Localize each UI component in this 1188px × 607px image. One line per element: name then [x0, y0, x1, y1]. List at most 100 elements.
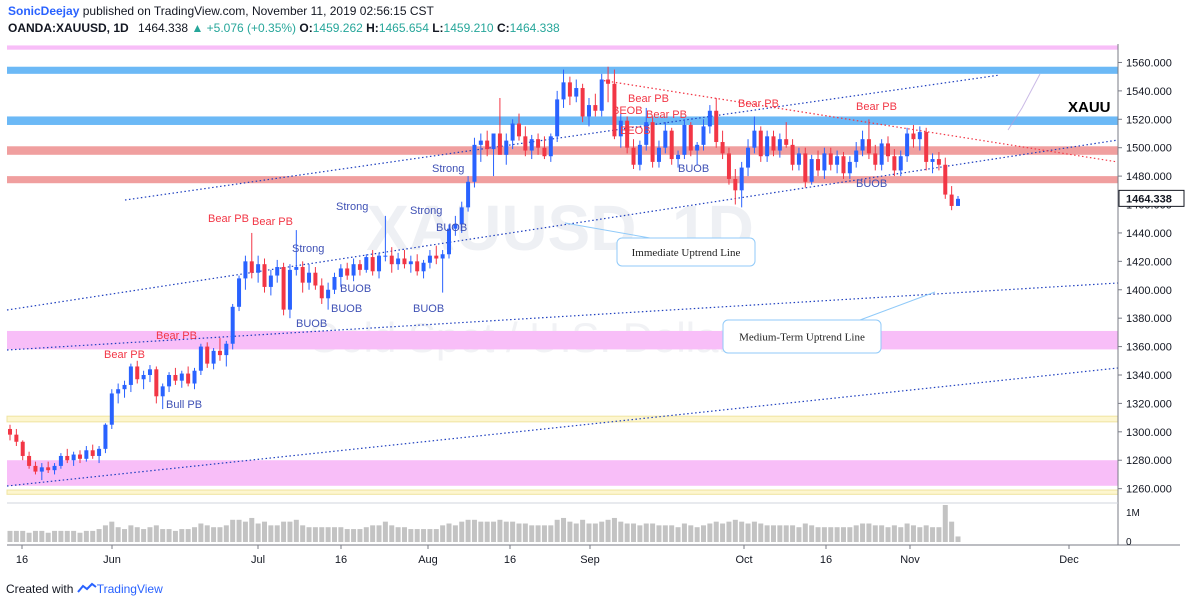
candle-body — [472, 144, 477, 182]
candle-body — [370, 257, 375, 272]
pattern-label: BUOB — [436, 222, 467, 234]
candle-body — [835, 156, 840, 165]
volume-bar — [471, 519, 477, 542]
volume-bar — [376, 525, 382, 542]
pattern-label: Bear PB — [104, 349, 145, 361]
publish-line: SonicDeejay published on TradingView.com… — [8, 4, 434, 18]
candle-body — [866, 139, 871, 154]
volume-bar — [529, 525, 535, 542]
y-tick-label: 1540.000 — [1126, 86, 1172, 98]
author-link[interactable]: SonicDeejay — [8, 4, 80, 18]
candle-body — [440, 254, 445, 259]
volume-bar — [930, 527, 936, 542]
candle-body — [847, 161, 852, 174]
last-price-label: 1464.338 — [1126, 193, 1172, 205]
candle-body — [809, 159, 814, 182]
candle-body — [733, 178, 738, 191]
volume-bar — [904, 523, 910, 542]
x-tick-label: Jul — [251, 554, 265, 566]
volume-bar — [541, 525, 547, 542]
open-label: O: — [299, 21, 313, 35]
candle-body — [326, 289, 331, 299]
volume-bar — [567, 521, 573, 542]
volume-bar — [153, 525, 159, 542]
volume-bar — [611, 517, 617, 542]
candle-body — [542, 147, 547, 157]
candle-body — [586, 105, 591, 117]
volume-label-zero: 0 — [1126, 537, 1132, 548]
callout-text: Immediate Uptrend Line — [632, 247, 741, 259]
pattern-label: Strong — [432, 163, 464, 175]
candle-body — [300, 267, 305, 283]
candle-body — [599, 79, 604, 111]
volume-bar — [395, 527, 401, 542]
volume-bar — [382, 521, 388, 542]
candle-body — [97, 448, 102, 456]
x-tick-label: 16 — [820, 554, 832, 566]
candle-body — [128, 366, 133, 385]
candle-body — [765, 136, 770, 157]
x-tick-label: 16 — [16, 554, 28, 566]
volume-bar — [7, 530, 13, 542]
footer: Created with TradingView — [6, 582, 163, 596]
volume-bar — [160, 529, 166, 542]
pattern-label: Bear PB — [646, 109, 687, 121]
y-tick-label: 1520.000 — [1126, 114, 1172, 126]
candle-body — [726, 153, 731, 179]
candle-body — [8, 428, 12, 435]
volume-bar — [452, 525, 458, 542]
volume-bar — [491, 521, 497, 542]
pattern-label: Bull PB — [166, 399, 202, 411]
tradingview-brand[interactable]: TradingView — [76, 582, 163, 596]
volume-bar — [115, 527, 121, 542]
volume-bar — [363, 527, 369, 542]
volume-bar — [64, 530, 70, 542]
x-tick-label: Nov — [900, 554, 920, 566]
candle-body — [77, 454, 82, 459]
candle-body — [555, 99, 560, 137]
volume-bar — [516, 523, 522, 542]
candle-body — [777, 139, 782, 151]
volume-bar — [255, 523, 261, 542]
volume-bar — [459, 521, 465, 542]
volume-bar — [955, 536, 961, 542]
candle-body — [211, 350, 216, 364]
candle-body — [281, 267, 286, 310]
x-tick-label: 16 — [504, 554, 516, 566]
pattern-label: BUOB — [856, 178, 887, 190]
volume-bar — [688, 525, 694, 542]
volume-bar — [45, 532, 51, 542]
candle-body — [109, 393, 114, 425]
pattern-label: Bear PB — [628, 93, 669, 105]
candle-body — [103, 424, 108, 449]
volume-bar — [312, 527, 318, 542]
candle-body — [33, 465, 38, 472]
volume-bar — [344, 529, 350, 542]
pattern-label: BUOB — [340, 283, 371, 295]
price-change: ▲ +5.076 (+0.35%) — [191, 21, 297, 35]
candle-body — [497, 133, 502, 155]
candle-body — [39, 467, 44, 472]
volume-bar — [751, 521, 757, 542]
pattern-label: BUOB — [331, 303, 362, 315]
volume-bar — [592, 523, 598, 542]
volume-bar — [20, 530, 26, 542]
volume-bar — [758, 523, 764, 542]
volume-bar — [681, 523, 687, 542]
x-tick-label: Aug — [418, 554, 438, 566]
candle-body — [943, 164, 948, 195]
candle-body — [911, 133, 916, 140]
volume-bar — [764, 525, 770, 542]
candle-body — [427, 255, 432, 263]
candle-body — [46, 467, 51, 471]
volume-bar — [707, 523, 713, 542]
callout-box — [722, 319, 882, 354]
candle-body — [351, 264, 356, 276]
zone-blue-1 — [7, 116, 1118, 125]
volume-bar — [204, 525, 210, 542]
volume-bar — [147, 527, 153, 542]
volume-bar — [790, 525, 796, 542]
candle-body — [268, 275, 273, 287]
volume-bar — [236, 519, 242, 542]
